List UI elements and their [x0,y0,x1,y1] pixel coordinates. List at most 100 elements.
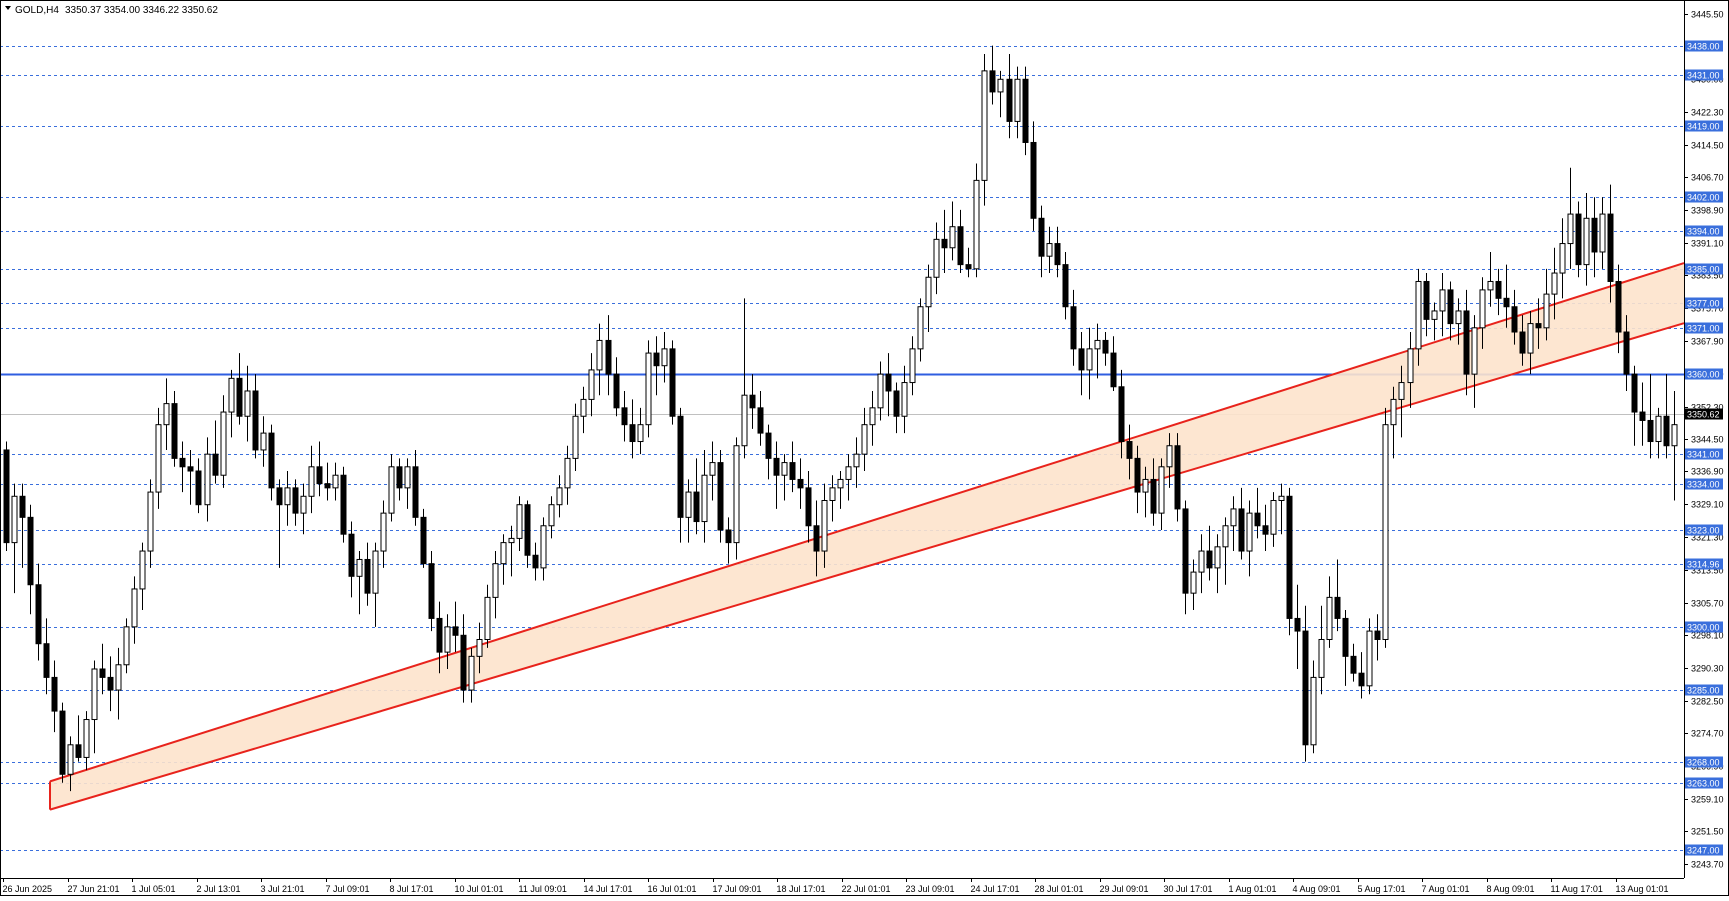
candle-body [813,525,820,552]
candle-body [1182,508,1189,594]
candle-body [973,179,980,270]
candle-body [1543,293,1550,329]
price-tick-label: 3352.30 [1691,403,1724,413]
level-label-box [1685,297,1723,309]
candle-body [179,457,186,468]
candle-body [1102,339,1109,354]
level-label-box [1685,621,1723,633]
candle [75,715,82,762]
candle [1118,369,1125,459]
candle [613,357,620,417]
price-tick-label: 3406.70 [1691,173,1724,183]
candle-body [1174,445,1181,510]
candle-body [853,453,860,468]
candle [1350,643,1357,682]
candle [837,471,844,509]
candle [412,449,419,526]
candle-body [1655,415,1662,443]
candle-body [1559,243,1566,274]
price-tick-label: 3243.70 [1691,860,1724,870]
candle-body [292,487,299,514]
candle [252,374,259,459]
time-tick-label: 7 Aug 01:01 [1422,884,1470,894]
candle-body [1230,508,1237,527]
level-label: 3394.00 [1687,227,1720,237]
candle [1078,332,1085,396]
time-tick-label: 2 Jul 13:01 [197,884,241,894]
candle-body [1511,306,1518,333]
candle [1431,302,1438,341]
candle-body [709,462,716,476]
time-tick-label: 18 Jul 17:01 [777,884,826,894]
candle [1479,277,1486,349]
candle-body [1423,280,1430,320]
candle [637,407,644,455]
candle [1575,201,1582,278]
candle-body [1046,243,1053,257]
time-tick-label: 8 Jul 17:01 [390,884,434,894]
candle [11,483,18,594]
candle-body [1503,297,1510,308]
candle-body [43,643,50,678]
candle-body [717,462,724,531]
candle [845,454,852,501]
candle-body [139,550,146,590]
candle-body [789,462,796,480]
candle [1174,433,1181,522]
candle-body [508,537,515,544]
candle-body [1214,546,1221,569]
candle [1334,559,1341,632]
candle [1471,315,1478,408]
candle-body [685,491,692,518]
candle [1166,433,1173,488]
candle [51,660,58,733]
candle-body [524,504,531,556]
level-label-box [1685,777,1723,789]
candle-body [917,306,924,350]
candle-body [1086,348,1093,371]
level-label-box [1685,684,1723,696]
candle [508,525,515,577]
candle-body [1407,348,1414,384]
candle [35,563,42,661]
time-tick-label: 8 Aug 09:01 [1487,884,1535,894]
candle [1527,310,1534,375]
level-label: 3314.96 [1687,560,1720,570]
candle-body [1663,415,1670,447]
candle-body [749,394,756,409]
candle [725,517,732,564]
candle-body [444,626,451,653]
candle-body [725,529,732,544]
candle [821,483,828,568]
price-tick-label: 3391.10 [1691,239,1724,249]
symbol-timeframe: GOLD,H4 [15,5,59,16]
candle [997,70,1004,118]
level-label: 3285.00 [1687,686,1720,696]
time-tick-label: 30 Jul 17:01 [1164,884,1213,894]
candle [629,399,636,459]
candle [1342,610,1349,686]
candle-body [516,504,523,539]
candle-body [1431,310,1438,320]
candle-body [1254,512,1261,527]
candle [1030,121,1037,231]
candle-body [901,382,908,417]
time-tick-label: 29 Jul 09:01 [1100,884,1149,894]
candle [645,340,652,438]
level-label: 3334.00 [1687,480,1720,490]
candle-body [845,466,852,480]
chart-header: GOLD,H4 3350.37 3354.00 3346.22 3350.62 [5,5,218,16]
candle-body [909,348,916,384]
candle-body [388,466,395,514]
candle [59,702,66,783]
candle-body [1206,550,1213,569]
candle [933,222,940,295]
candle-body [1671,424,1678,447]
candle [909,336,916,396]
candle [1134,445,1141,514]
time-tick-label: 28 Jul 01:01 [1035,884,1084,894]
candle-body [91,668,98,721]
candle [1487,251,1494,307]
